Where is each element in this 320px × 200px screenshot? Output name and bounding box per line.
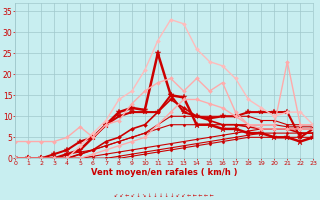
Text: ↙ ↙ ← ↙ ↓ ↘ ↓ ↓ ↓ ↓ ↓ ↙ ↙ ← ← ← ← ←: ↙ ↙ ← ↙ ↓ ↘ ↓ ↓ ↓ ↓ ↓ ↙ ↙ ← ← ← ← ← <box>114 193 214 198</box>
X-axis label: Vent moyen/en rafales ( km/h ): Vent moyen/en rafales ( km/h ) <box>91 168 237 177</box>
